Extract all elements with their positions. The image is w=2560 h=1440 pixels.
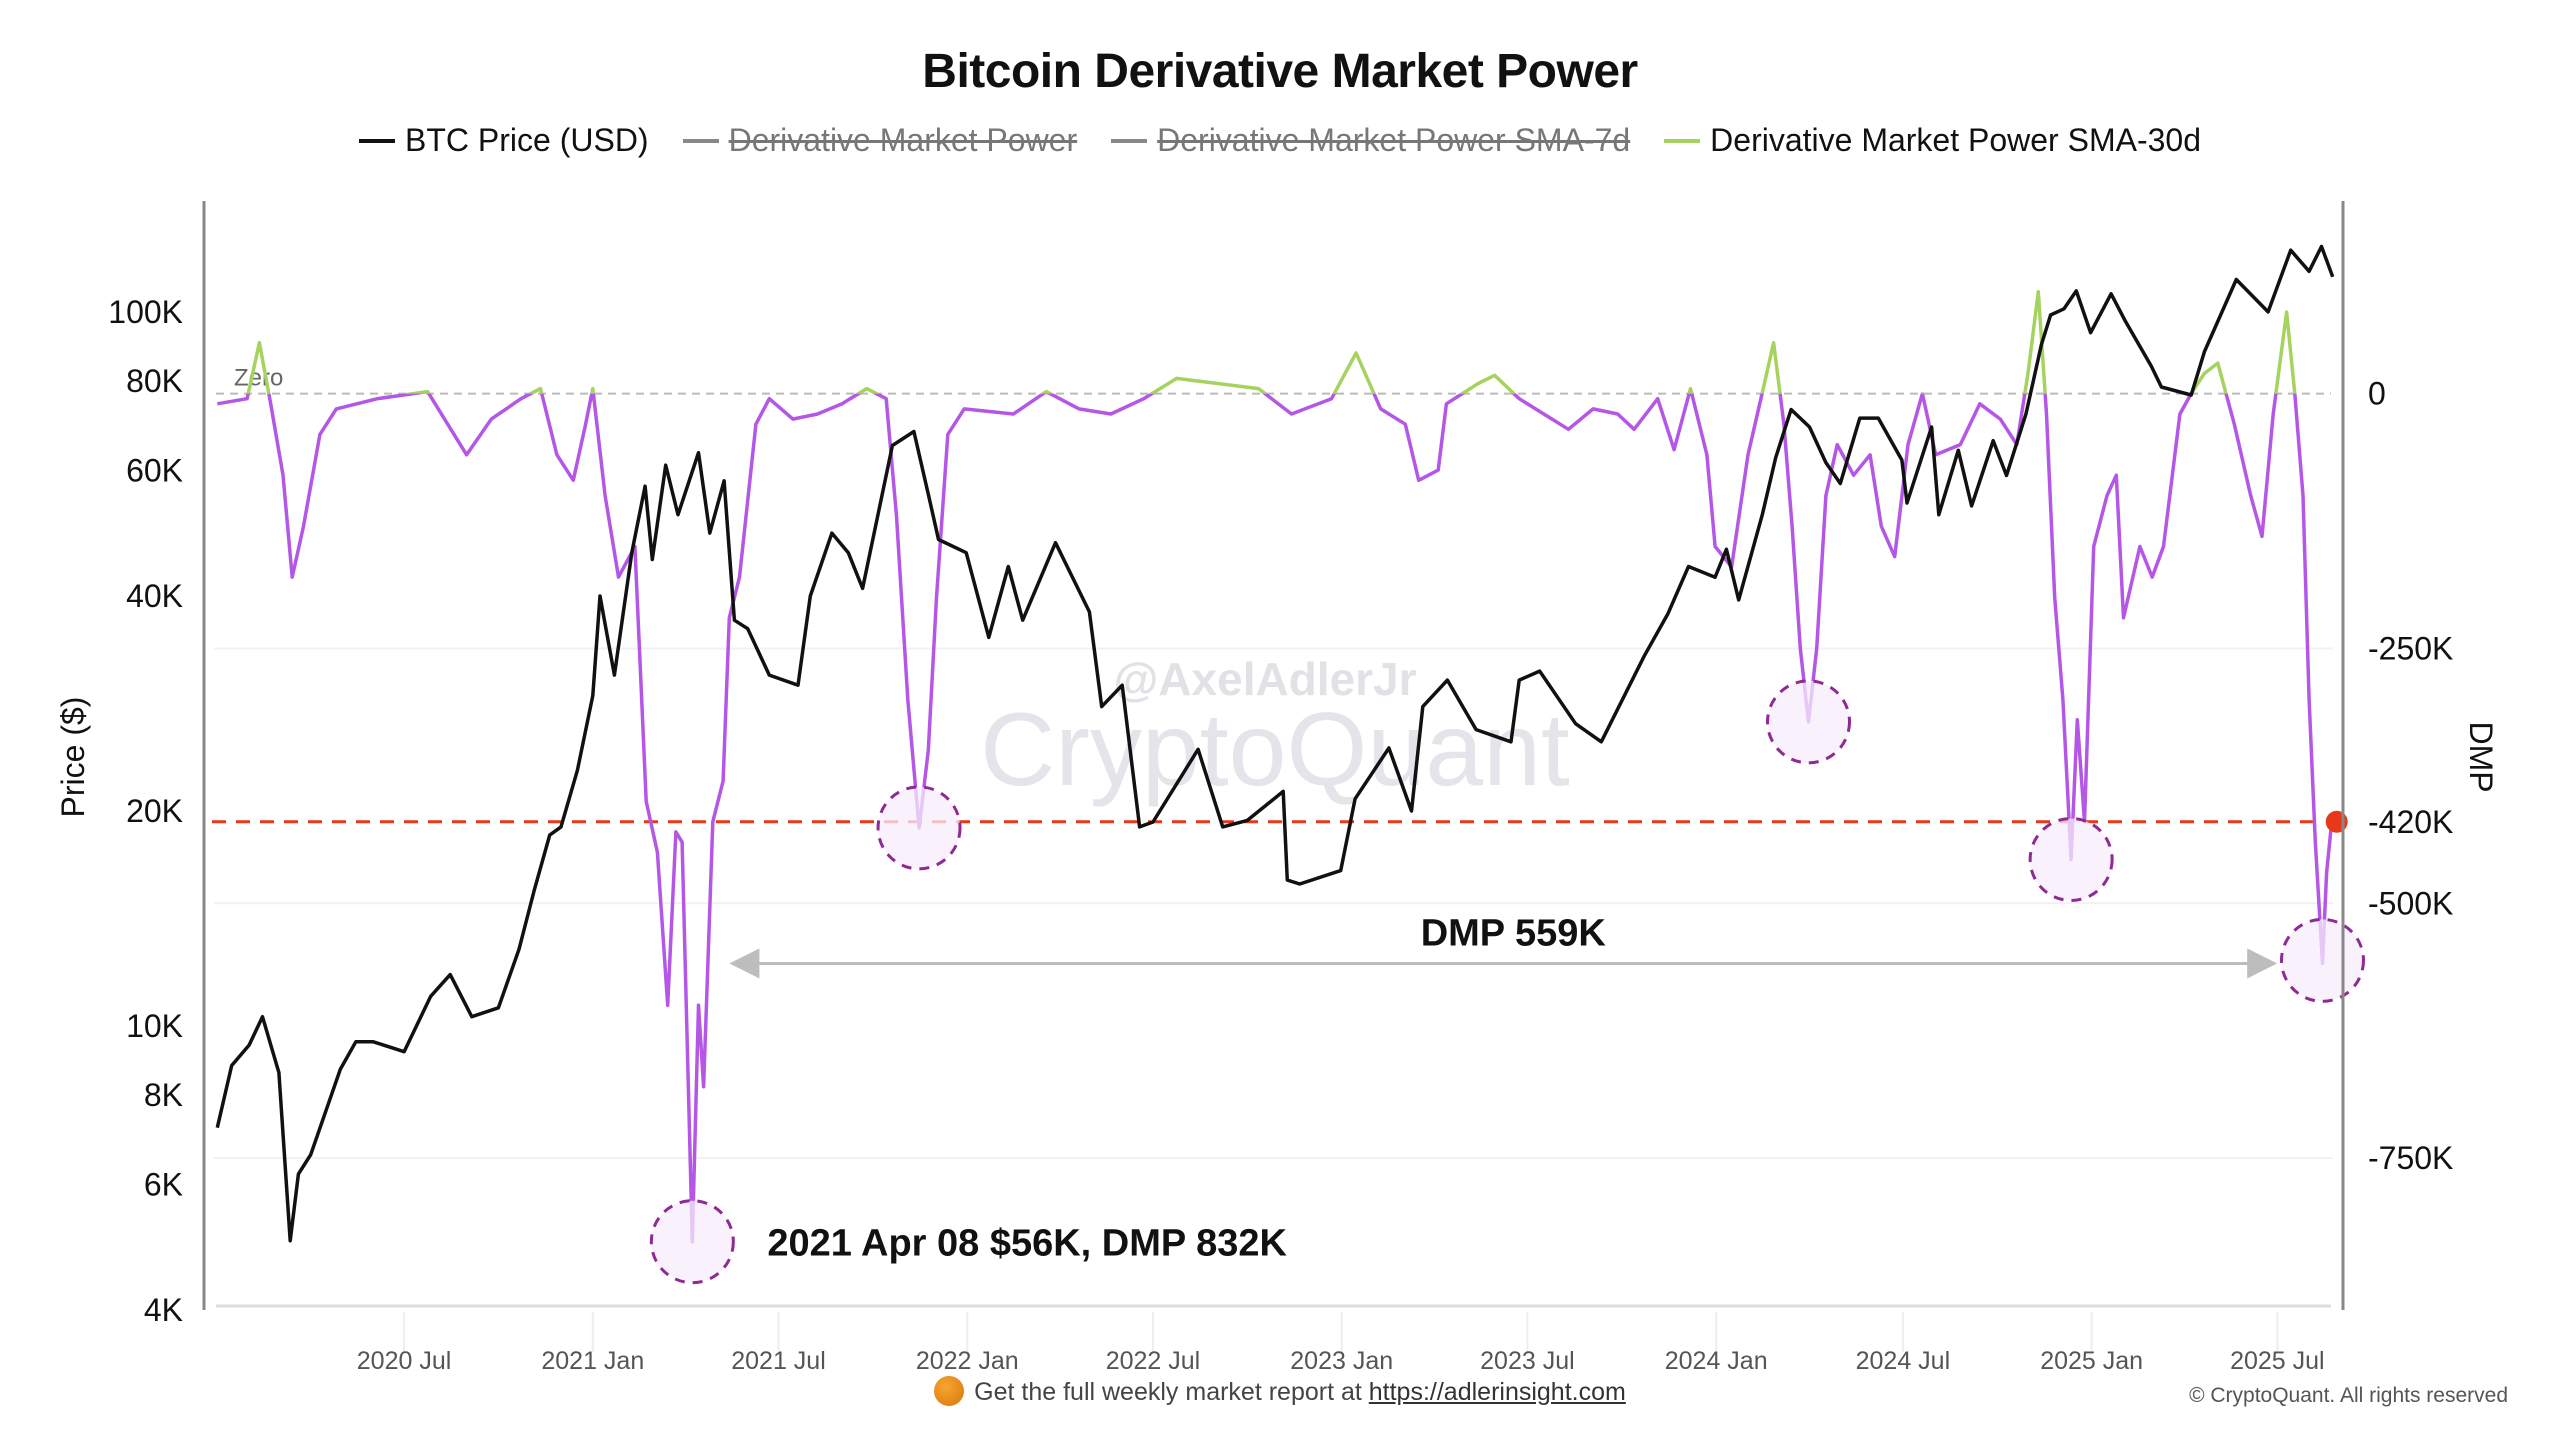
x-tick-label: 2021 Jan [541, 1347, 644, 1375]
x-tick-label: 2024 Jul [1856, 1347, 1951, 1375]
x-tick-label: 2020 Jul [357, 1347, 452, 1375]
y-left-tick-label: 8K [144, 1077, 183, 1113]
copyright: © CryptoQuant. All rights reserved [2189, 1384, 2508, 1407]
legend-item-btc-price[interactable]: BTC Price (USD) [359, 122, 649, 159]
btc-price-line [215, 244, 2335, 1243]
watermark: @AxelAdlerJr CryptoQuant [980, 653, 1570, 808]
watermark-logo-text: CryptoQuant [980, 692, 1570, 808]
legend-swatch-btc [359, 138, 396, 143]
legend-item-dmp-sma7[interactable]: Derivative Market Power SMA-7d [1111, 122, 1630, 159]
y-right-tick-label: 0 [2368, 376, 2386, 412]
chart-title: Bitcoin Derivative Market Power [922, 45, 1638, 98]
y-left-tick-label: 100K [108, 294, 183, 330]
legend-label: Derivative Market Power SMA-30d [1710, 122, 2201, 158]
footer-link[interactable]: https://adlerinsight.com [1368, 1378, 1626, 1406]
highlight-circle [1766, 679, 1852, 765]
dmp-sma30-line-positive [246, 289, 2297, 394]
y-left-tick-label: 4K [144, 1292, 183, 1328]
y-right-tick-label: -500K [2368, 885, 2453, 921]
x-tick-label: 2025 Jul [2230, 1347, 2325, 1375]
highlight-circle [2028, 816, 2114, 902]
x-tick-label: 2022 Jul [1106, 1347, 1201, 1375]
footer: Get the full weekly market report at htt… [0, 1376, 2560, 1407]
legend-swatch-dmp [682, 138, 719, 143]
legend: BTC Price (USD) Derivative Market Power … [0, 122, 2560, 159]
watermark-handle: @AxelAdlerJr [1113, 653, 1416, 705]
legend-label: Derivative Market Power [728, 122, 1078, 158]
y-left-tick-label: 10K [126, 1008, 183, 1044]
y-left-tick-label: 80K [126, 363, 183, 399]
y-left-tick-label: 20K [126, 793, 183, 829]
footer-text: Get the full weekly market report at [974, 1378, 1369, 1406]
highlight-circle [876, 785, 962, 871]
legend-item-dmp[interactable]: Derivative Market Power [682, 122, 1078, 159]
legend-item-dmp-sma30[interactable]: Derivative Market Power SMA-30d [1664, 122, 2201, 159]
y-left-tick-label: 40K [126, 578, 183, 614]
y-axis-right-label: DMP [2463, 721, 2499, 792]
y-right-tick-label: -420K [2368, 804, 2453, 840]
x-tick-label: 2025 Jan [2040, 1347, 2143, 1375]
legend-swatch-dmp-sma7 [1111, 138, 1148, 143]
x-tick-label: 2023 Jan [1290, 1347, 1393, 1375]
legend-label: Derivative Market Power SMA-7d [1157, 122, 1631, 158]
highlight-circle [649, 1199, 735, 1285]
arrow-label: DMP 559K [1421, 912, 1607, 954]
coin-icon [934, 1376, 965, 1406]
y-axis-left-label: Price ($) [55, 697, 91, 818]
gridlines [214, 647, 2333, 1160]
highlight-circle [2279, 917, 2365, 1003]
x-tick-label: 2022 Jan [916, 1347, 1019, 1375]
x-tick-label: 2024 Jan [1665, 1347, 1768, 1375]
legend-swatch-dmp-sma30 [1664, 138, 1701, 143]
legend-label: BTC Price (USD) [405, 122, 649, 158]
y-left-tick-label: 60K [126, 452, 183, 488]
peak-annotation: 2021 Apr 08 $56K, DMP 832K [767, 1223, 1287, 1265]
dmp-sma30-line-negative [217, 393, 2334, 1244]
y-right-tick-label: -750K [2368, 1140, 2453, 1176]
y-right-tick-label: -250K [2368, 630, 2453, 666]
zero-line-label: Zero [234, 365, 283, 392]
x-tick-label: 2023 Jul [1480, 1347, 1575, 1375]
y-left-tick-label: 6K [144, 1166, 183, 1202]
x-tick-label: 2021 Jul [731, 1347, 826, 1375]
